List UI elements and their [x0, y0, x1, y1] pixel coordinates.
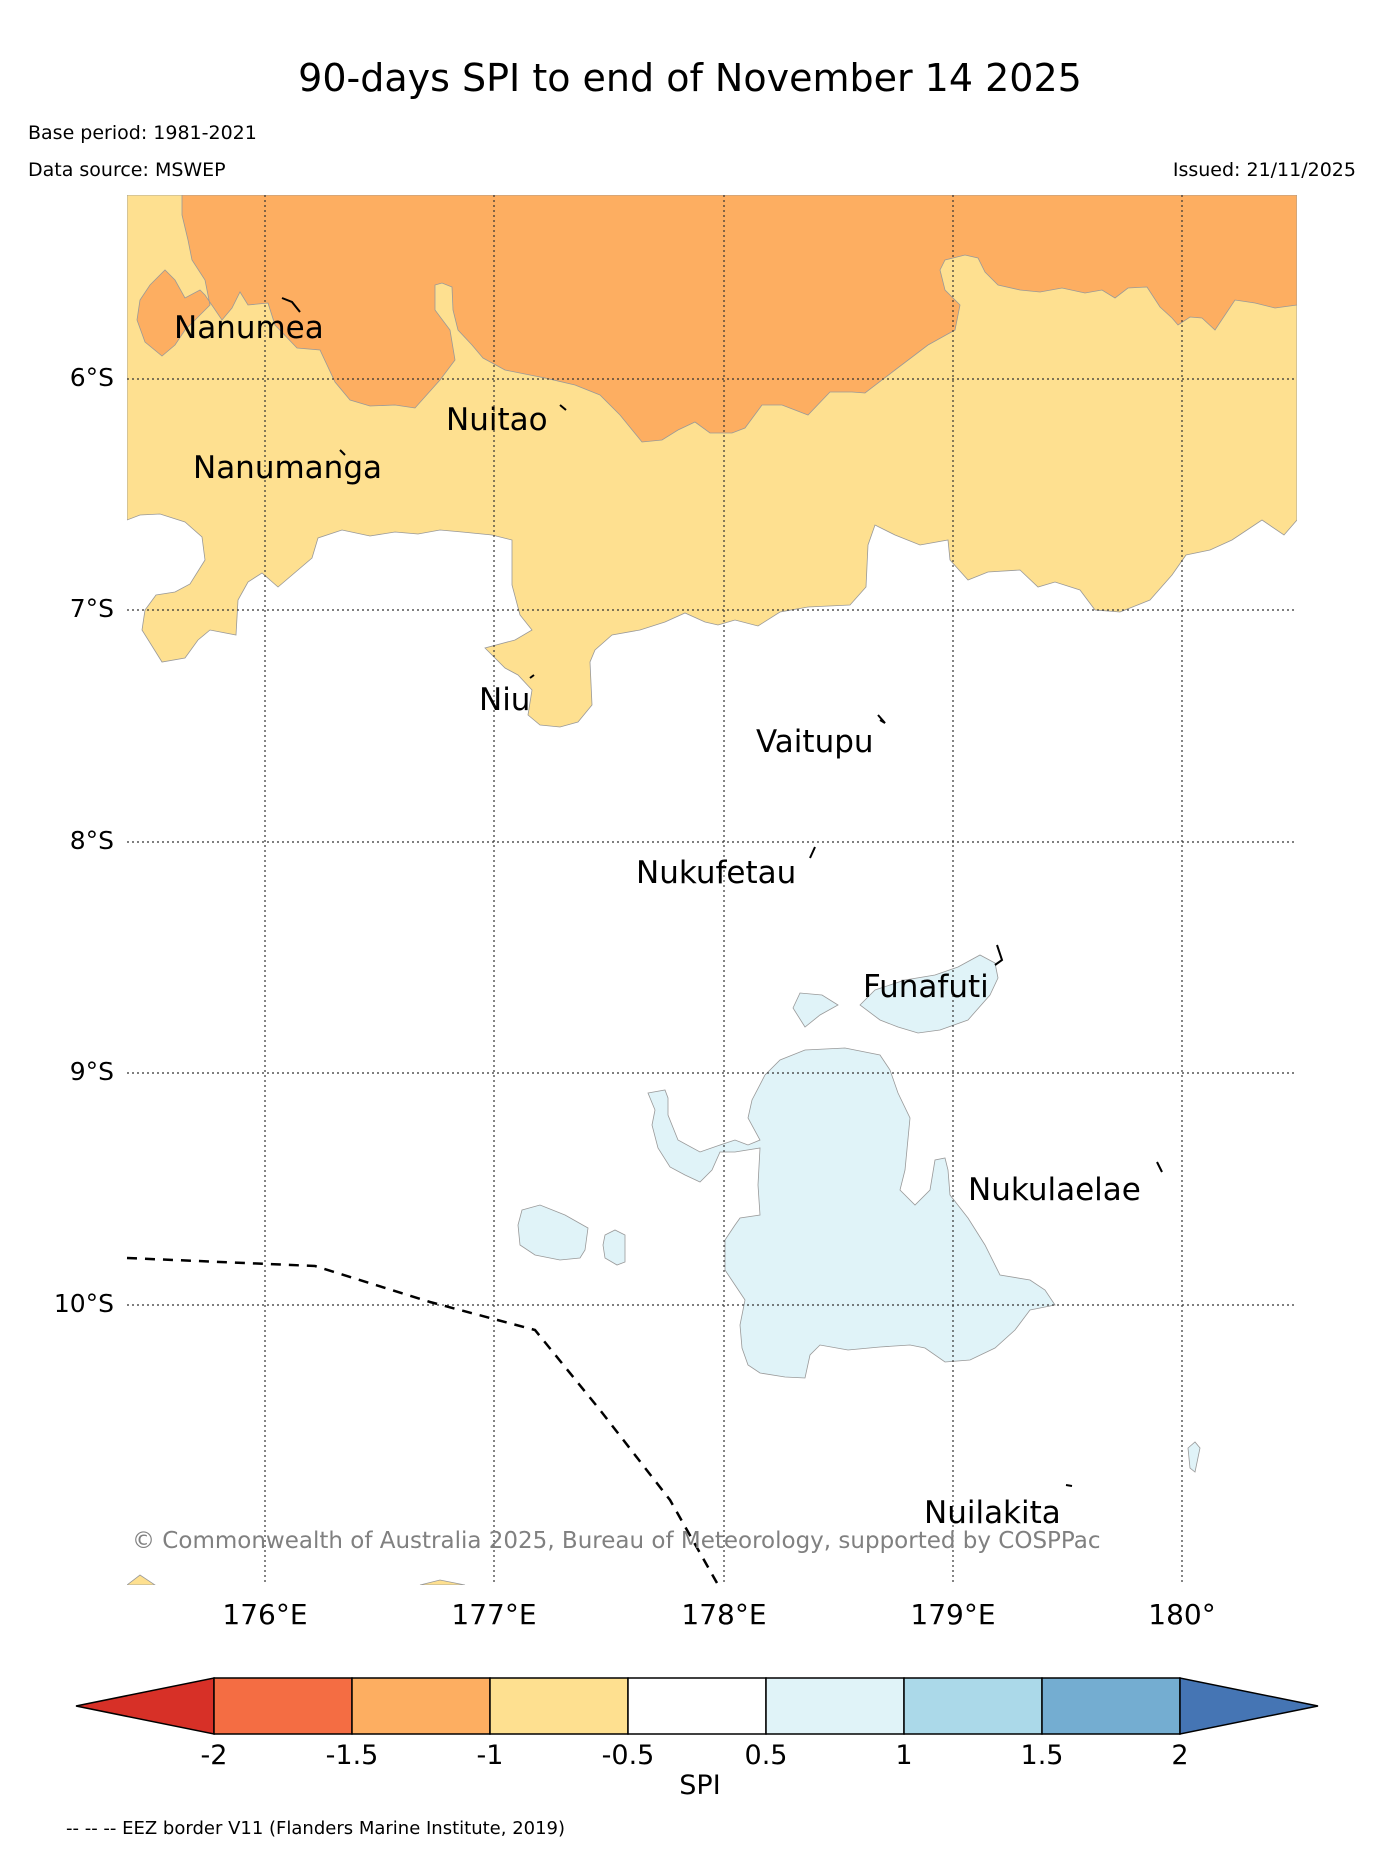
lon-label-176e: 176°E [222, 1598, 308, 1631]
lat-label-7s: 7°S [69, 594, 114, 623]
place-label-nanumanga: Nanumanga [193, 450, 382, 486]
colorbar [75, 1677, 1319, 1735]
place-label-nukulaelae: Nukulaelae [968, 1172, 1141, 1208]
colorbar-bin-1 [213, 1677, 353, 1735]
island-nukufetau-outline [809, 846, 816, 859]
place-label-nukufetau: Nukufetau [636, 855, 796, 891]
colorbar-bin-2 [351, 1677, 491, 1735]
place-label-niu: Niu [479, 682, 530, 718]
colorbar-bin-4 [627, 1677, 767, 1735]
colorbar-tick: 2 [1171, 1740, 1189, 1771]
island-nanumanga-outline [339, 449, 346, 456]
lon-label-178e: 178°E [681, 1598, 767, 1631]
spi-region-wet-funafuti [859, 954, 999, 1034]
colorbar-tick: -0.5 [601, 1740, 655, 1771]
spi-region-wet-small [792, 992, 839, 1028]
place-label-nuitao: Nuitao [446, 402, 548, 438]
map-title: 90-days SPI to end of November 14 2025 [298, 56, 1082, 100]
lon-label-179e: 179°E [910, 1598, 996, 1631]
spi-region-dry-severe [136, 195, 1297, 443]
graticule [127, 195, 1297, 1585]
eez-border [126, 1256, 719, 1584]
colorbar-bin-5 [765, 1677, 905, 1735]
lat-label-10s: 10°S [53, 1289, 114, 1318]
lon-label-180: 180° [1148, 1598, 1216, 1631]
base-period: Base period: 1981-2021 [28, 122, 257, 144]
spi-region-wet-east [1187, 1441, 1201, 1473]
lat-label-6s: 6°S [69, 363, 114, 392]
place-label-funafuti: Funafuti [863, 969, 989, 1005]
place-label-nanumea: Nanumea [174, 310, 324, 346]
lon-label-177e: 177°E [451, 1598, 537, 1631]
colorbar-bin-6 [903, 1677, 1043, 1735]
place-label-nuilakita: Nuilakita [924, 1495, 1061, 1531]
issued-date: Issued: 21/11/2025 [1172, 159, 1356, 181]
colorbar-bin-7 [1041, 1677, 1181, 1735]
eez-footnote: -- -- -- EEZ border V11 (Flanders Marine… [66, 1818, 566, 1839]
island-niu-outline [529, 674, 535, 679]
spi-region-dry-bottom-2 [419, 1579, 466, 1585]
lat-label-9s: 9°S [69, 1057, 114, 1086]
island-nuitao-outline [559, 404, 567, 411]
island-nukulaelae-outline [1156, 1161, 1163, 1173]
spi-region-dry-bottom [127, 1574, 156, 1585]
island-vaitupu-outline [877, 714, 886, 724]
island-nuilakita-outline [1065, 1484, 1073, 1487]
island-nanumea-outline [281, 297, 301, 313]
lat-label-8s: 8°S [69, 826, 114, 855]
spi-region-wet-west-2 [602, 1229, 626, 1266]
spi-region-wet-main [647, 1047, 1056, 1379]
place-label-vaitupu: Vaitupu [756, 724, 874, 760]
colorbar-extend-low [75, 1677, 215, 1735]
colorbar-extend-high [1179, 1677, 1319, 1735]
colorbar-tick: -1 [476, 1740, 504, 1771]
data-source: Data source: MSWEP [28, 159, 226, 181]
copyright-notice: © Commonwealth of Australia 2025, Bureau… [132, 1528, 1101, 1554]
colorbar-tick: -2 [200, 1740, 228, 1771]
colorbar-tick: 1 [895, 1740, 913, 1771]
colorbar-label: SPI [679, 1770, 721, 1801]
island-outlines [281, 297, 1163, 1487]
island-funafuti-outline [994, 944, 1004, 966]
spi-region-wet-west [517, 1204, 589, 1261]
colorbar-tick: 0.5 [744, 1740, 788, 1771]
colorbar-bin-3 [489, 1677, 629, 1735]
colorbar-tick: -1.5 [325, 1740, 379, 1771]
colorbar-tick: 1.5 [1020, 1740, 1064, 1771]
